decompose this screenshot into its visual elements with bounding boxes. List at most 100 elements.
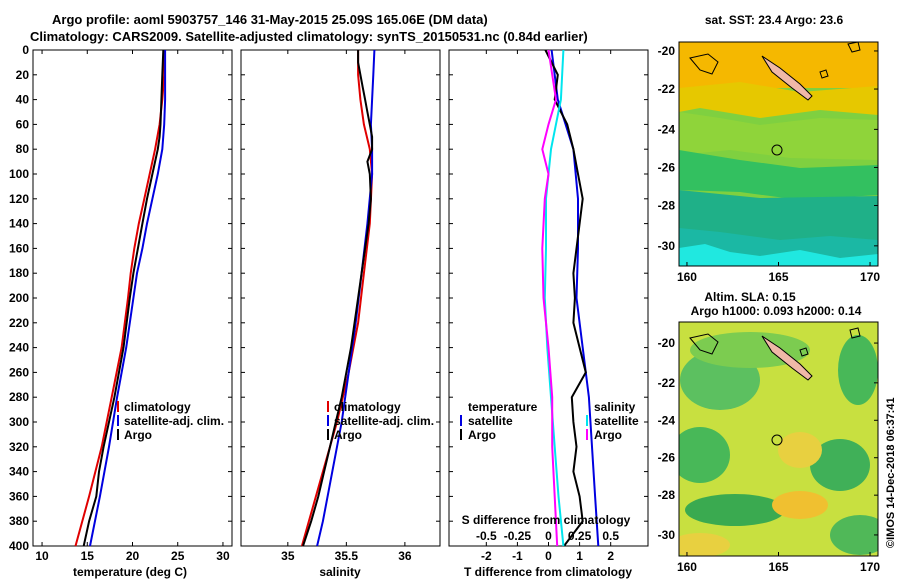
legend-climatology-label: climatology xyxy=(334,400,401,414)
sla-map-title-line2: Argo h1000: 0.093 h2000: 0.14 xyxy=(691,304,862,318)
depth-tick-label: 140 xyxy=(9,217,29,231)
figure-title-line1: Argo profile: aoml 5903757_146 31-May-20… xyxy=(52,12,488,27)
depth-tick-label: 340 xyxy=(9,465,29,479)
x-tick-label: 1 xyxy=(576,549,583,563)
depth-tick-label: 100 xyxy=(9,167,29,181)
salinity-plot-content: 35 35.5 36 xyxy=(241,49,440,563)
series-line-argo xyxy=(302,50,374,547)
map-x-tick-label: 165 xyxy=(768,560,788,574)
s-diff-tick-label: 0.25 xyxy=(568,529,592,543)
legend-salinity-title: salinity xyxy=(594,400,636,414)
legend-satellite-adj-swatch xyxy=(117,415,119,426)
x-tick-label: 0 xyxy=(545,549,552,563)
legend-satellite-adj-label: satellite-adj. clim. xyxy=(124,414,224,428)
depth-tick-label: 320 xyxy=(9,440,29,454)
x-tick-label: 20 xyxy=(126,549,140,563)
series-line-salinity-argo xyxy=(541,49,559,547)
legend-climatology-label: climatology xyxy=(124,400,191,414)
legend-temperature-title: temperature xyxy=(468,400,538,414)
depth-tick-label: 260 xyxy=(9,365,29,379)
series-line-argo xyxy=(82,49,165,547)
legend-temp-satellite-swatch xyxy=(460,415,462,426)
series-line-temperature-argo xyxy=(544,49,587,547)
depth-tick-label: 300 xyxy=(9,415,29,429)
x-tick-label: 35 xyxy=(281,549,295,563)
x-tick-label: 36 xyxy=(398,549,412,563)
depth-tick-label: 240 xyxy=(9,341,29,355)
legend-argo-swatch xyxy=(327,429,329,440)
salinity-panel: 35 35.5 36 xyxy=(240,49,441,563)
legend-sal-satellite-swatch xyxy=(586,415,588,426)
map-y-tick-label: -30 xyxy=(658,528,676,542)
depth-tick-label: 220 xyxy=(9,316,29,330)
map-y-tick-label: -20 xyxy=(658,336,676,350)
temperature-legend: climatology satellite-adj. clim. Argo xyxy=(117,400,224,442)
sst-map-axes: 160 165 170 -20 -22 -24 -26 -28 -30 xyxy=(658,44,881,284)
legend-argo-swatch xyxy=(117,429,119,440)
map-y-tick-label: -30 xyxy=(658,239,676,253)
map-x-tick-label: 170 xyxy=(860,560,880,574)
map-y-tick-label: -24 xyxy=(658,413,676,427)
depth-axis: 0 20 40 60 80 100 120 140 160 180 200 220 240 260 280 3… xyxy=(9,43,29,553)
x-tick-label: 10 xyxy=(35,549,49,563)
legend-climatology-swatch xyxy=(117,401,119,412)
x-tick-label: 25 xyxy=(171,549,185,563)
argo-location-marker xyxy=(771,144,783,156)
map-y-tick-label: -22 xyxy=(658,376,676,390)
series-line-satellite-adj-clim- xyxy=(89,50,167,547)
series-line-salinity-satellite xyxy=(543,49,565,547)
difference-xlabel: T difference from climatology xyxy=(464,565,632,579)
sla-map: 160 165 170 -20 -22 -24 -26 -28 -30 xyxy=(658,321,881,574)
depth-tick-label: 40 xyxy=(16,93,30,107)
depth-tick-label: 20 xyxy=(16,68,30,82)
sla-field xyxy=(679,322,878,556)
argo-location-marker xyxy=(771,434,783,446)
legend-sal-argo-label: Argo xyxy=(594,428,622,442)
legend-temp-argo-label: Argo xyxy=(468,428,496,442)
depth-tick-label: 120 xyxy=(9,192,29,206)
map-y-tick-label: -26 xyxy=(658,451,676,465)
x-tick-label: 15 xyxy=(81,549,95,563)
series-line-temperature-satellite xyxy=(550,49,600,547)
depth-tick-label: 60 xyxy=(16,117,30,131)
temperature-plot-content: 10 15 20 25 30 xyxy=(33,49,232,563)
difference-plot-content: -2 -1 0 1 2 -0.5 -0.25 0 0.25 0.5 xyxy=(449,49,648,563)
map-y-tick-label: -20 xyxy=(658,44,676,58)
map-y-tick-label: -26 xyxy=(658,160,676,174)
figure-title-line2: Climatology: CARS2009. Satellite-adjuste… xyxy=(30,29,588,44)
legend-sal-satellite-label: satellite xyxy=(594,414,639,428)
legend-temp-satellite-label: satellite xyxy=(468,414,513,428)
sla-map-axes: 160 165 170 -20 -22 -24 -26 -28 -30 xyxy=(658,336,881,574)
map-x-tick-label: 160 xyxy=(677,560,697,574)
depth-tick-label: 280 xyxy=(9,390,29,404)
depth-tick-label: 200 xyxy=(9,291,29,305)
sla-map-title-line1: Altim. SLA: 0.15 xyxy=(704,290,796,304)
salinity-xlabel: salinity xyxy=(319,565,361,579)
depth-tick-label: 180 xyxy=(9,266,29,280)
temperature-panel: 10 15 20 25 30 xyxy=(32,49,233,563)
temperature-xlabel: temperature (deg C) xyxy=(73,565,187,579)
s-diff-tick-label: -0.25 xyxy=(504,529,532,543)
s-diff-tick-label: 0 xyxy=(545,529,552,543)
x-tick-label: -2 xyxy=(481,549,492,563)
map-x-tick-label: 165 xyxy=(768,270,788,284)
sst-map: 160 165 170 -20 -22 -24 -26 -28 -30 xyxy=(658,41,881,284)
depth-tick-label: 160 xyxy=(9,241,29,255)
difference-panel: -2 -1 0 1 2 -0.5 -0.25 0 0.25 0.5 xyxy=(448,49,649,563)
x-tick-label: 30 xyxy=(216,549,230,563)
x-tick-label: -1 xyxy=(512,549,523,563)
depth-tick-label: 380 xyxy=(9,514,29,528)
depth-tick-label: 0 xyxy=(22,43,29,57)
legend-temp-argo-swatch xyxy=(460,429,462,440)
legend-argo-label: Argo xyxy=(124,428,152,442)
sst-map-title: sat. SST: 23.4 Argo: 23.6 xyxy=(705,13,844,27)
salinity-plot-frame xyxy=(240,49,441,547)
s-diff-tick-label: 0.5 xyxy=(602,529,619,543)
legend-satellite-adj-swatch xyxy=(327,415,329,426)
legend-climatology-swatch xyxy=(327,401,329,412)
map-x-tick-label: 160 xyxy=(677,270,697,284)
map-y-tick-label: -24 xyxy=(658,122,676,136)
map-y-tick-label: -22 xyxy=(658,82,676,96)
map-y-tick-label: -28 xyxy=(658,488,676,502)
